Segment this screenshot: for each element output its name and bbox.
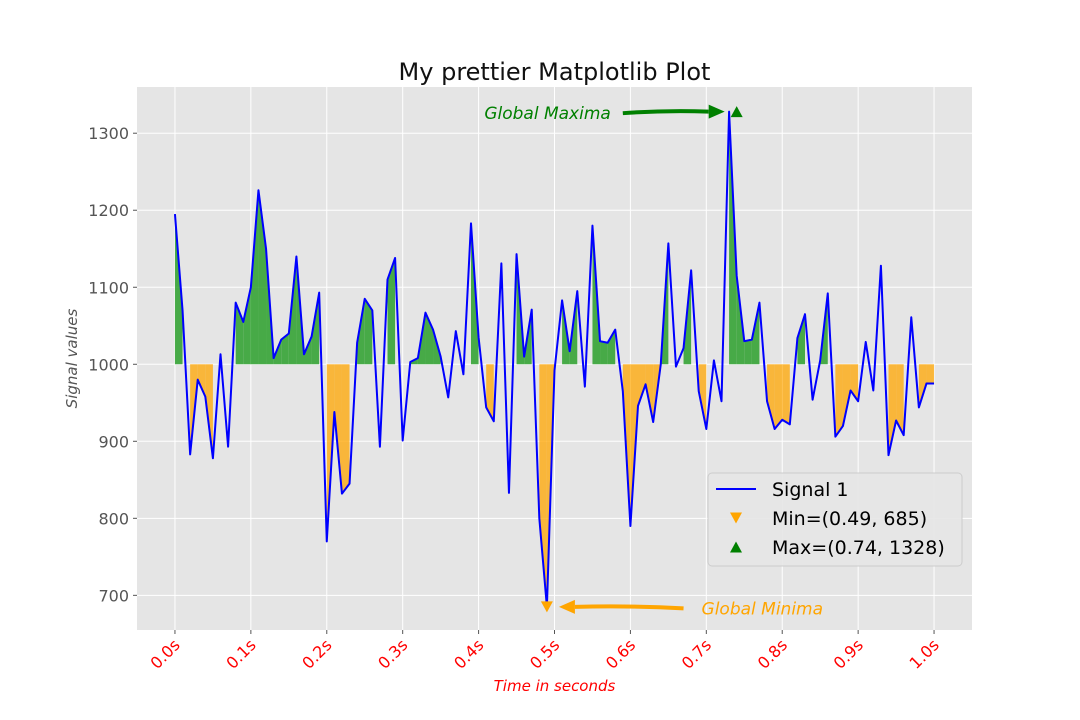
- fill-above-segment: [797, 314, 805, 365]
- legend-label: Min=(0.49, 685): [772, 508, 927, 530]
- x-tick-label: 0.6s: [602, 635, 639, 672]
- fill-above-segment: [600, 341, 608, 365]
- x-tick-label: 1.0s: [906, 635, 943, 672]
- x-tick-label: 0.1s: [222, 635, 259, 672]
- series-lines: [173, 110, 935, 608]
- max-arrow: [622, 109, 709, 116]
- y-tick-label: 900: [98, 432, 129, 451]
- fill-below-segment: [767, 364, 775, 429]
- x-tick-label: 0.0s: [146, 635, 183, 672]
- max-annotation-text: Global Maxima: [484, 104, 610, 124]
- min-arrow-head: [558, 599, 575, 614]
- fill-below-segment: [926, 364, 935, 384]
- min-arrow: [574, 604, 684, 611]
- x-tick-label: 0.2s: [298, 635, 335, 672]
- fill-above-segment: [729, 111, 737, 365]
- fill-below-segment: [842, 364, 851, 426]
- fill-above-segment: [311, 292, 320, 365]
- x-tick-label: 0.5s: [526, 635, 563, 672]
- max-arrow-head: [708, 104, 725, 119]
- fill-above-segment: [258, 190, 267, 365]
- fill-below-segment: [888, 364, 897, 456]
- x-tick-label: 0.8s: [754, 635, 791, 672]
- legend-swatch-min: [730, 512, 742, 524]
- fill-above-segment: [364, 298, 373, 365]
- fill-below-segment: [835, 364, 843, 437]
- fill-above-segment: [174, 214, 183, 365]
- legend-box: [707, 472, 963, 567]
- fill-below-segment: [782, 364, 790, 425]
- fill-below-segment: [638, 364, 646, 406]
- x-tick-label: 0.7s: [678, 635, 715, 672]
- fill-above-segment: [243, 287, 251, 365]
- fill-below-segment: [698, 364, 707, 429]
- signal-1-line: [173, 110, 935, 608]
- legend-label: Signal 1: [772, 479, 849, 501]
- min-annotation-text: Global Minima: [702, 599, 824, 619]
- fill-below-segment: [539, 364, 547, 607]
- fill-above-segment: [281, 333, 289, 365]
- x-axis-label: Time in seconds: [494, 677, 616, 695]
- fill-below-segment: [197, 364, 206, 397]
- y-tick-label: 700: [98, 586, 129, 605]
- fill-below-segment: [896, 364, 904, 436]
- x-tick-label: 0.9s: [830, 635, 867, 672]
- y-tick-label: 800: [98, 509, 129, 528]
- fill-below-segment: [334, 364, 342, 494]
- y-tick-label: 1100: [88, 278, 129, 297]
- y-tick-label: 1300: [88, 124, 129, 143]
- fill-above-segment: [607, 329, 616, 365]
- max-marker: [730, 106, 743, 118]
- extremum-markers: [540, 106, 743, 613]
- fill-above-segment: [250, 190, 259, 365]
- fill-below-segment: [486, 364, 494, 422]
- x-tick-label: 0.4s: [450, 635, 487, 672]
- annotations: Global Maxima Global Minima: [484, 104, 823, 619]
- legend: Signal 1 Min=(0.49, 685) Max=(0.74, 1328): [707, 472, 963, 567]
- y-tick-label: 1200: [88, 201, 129, 220]
- fill-above-segment: [387, 257, 396, 365]
- chart-title: My prettier Matplotlib Plot: [399, 58, 711, 86]
- x-tick-label: 0.3s: [374, 635, 411, 672]
- legend-swatch-max: [730, 541, 742, 553]
- fill-below-segment: [774, 364, 783, 429]
- fill-above-segment: [751, 302, 760, 365]
- fill-below-segment: [341, 364, 350, 494]
- legend-label: Max=(0.74, 1328): [772, 537, 945, 559]
- min-marker: [540, 601, 553, 613]
- fill-above-segment: [744, 339, 752, 365]
- fill-below-segment: [918, 364, 927, 408]
- y-axis-label: Signal values: [63, 309, 81, 409]
- y-tick-label: 1000: [88, 355, 129, 374]
